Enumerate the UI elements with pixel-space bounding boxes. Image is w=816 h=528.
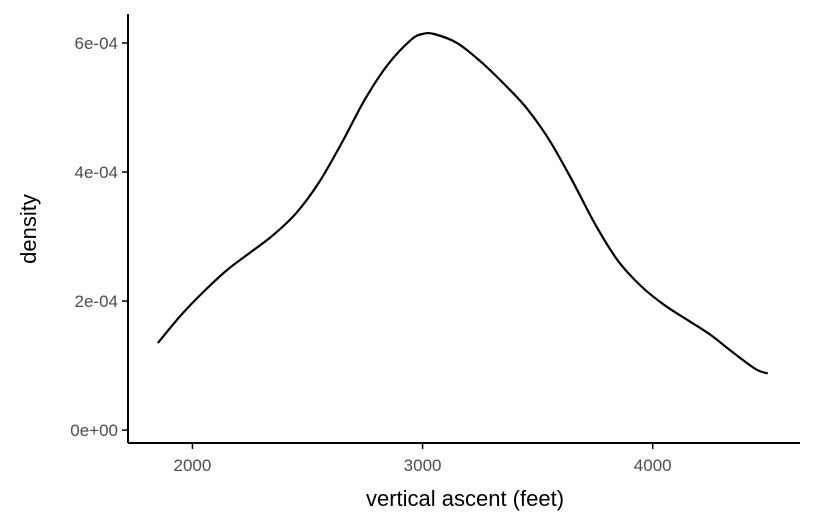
axes	[127, 14, 800, 444]
x-tick-label: 2000	[174, 456, 212, 475]
y-tick-label: 4e-04	[75, 163, 118, 182]
plot-area	[157, 31, 769, 375]
x-axis-title: vertical ascent (feet)	[366, 486, 564, 511]
ticks: 2000 3000 4000 0e+00 2e-04 4e-04 6e-04	[70, 34, 671, 475]
y-tick-label: 2e-04	[75, 292, 118, 311]
density-line-0	[157, 31, 769, 375]
y-axis-title: density	[16, 194, 41, 264]
x-tick-label: 3000	[404, 456, 442, 475]
x-tick-label: 4000	[634, 456, 672, 475]
y-tick-label: 6e-04	[75, 34, 118, 53]
y-tick-label: 0e+00	[70, 421, 118, 440]
